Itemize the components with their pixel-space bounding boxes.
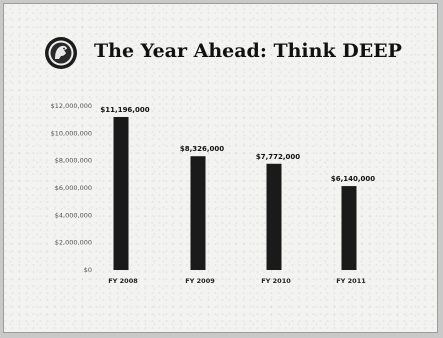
- data-label: $8,326,000: [180, 145, 224, 153]
- y-tick-label: $0: [84, 266, 92, 274]
- x-category-label: FY 2011: [336, 277, 366, 285]
- y-tick-label: $10,000,000: [51, 129, 92, 137]
- data-label: $11,196,000: [100, 106, 149, 114]
- y-tick-label: $2,000,000: [55, 239, 92, 247]
- y-tick-label: $6,000,000: [55, 184, 92, 192]
- bar-chart: $0 $2,000,000 $4,000,000 $6,000,000 $8,000,0…: [51, 102, 376, 285]
- y-tick-label: $12,000,000: [51, 102, 92, 110]
- bar: [190, 156, 206, 270]
- bar: [113, 116, 129, 270]
- slide: The Year Ahead: Think DEEP $0 $2,000,000 $…: [3, 3, 438, 333]
- bar: [341, 186, 357, 270]
- seal-logo-icon: [45, 37, 77, 69]
- data-label: $6,140,000: [331, 175, 375, 183]
- slide-title: The Year Ahead: Think DEEP: [94, 40, 402, 62]
- bar: [266, 163, 282, 270]
- x-category-label: FY 2009: [185, 277, 215, 285]
- x-category-label: FY 2010: [261, 277, 291, 285]
- x-category-label: FY 2008: [108, 277, 138, 285]
- y-tick-label: $8,000,000: [55, 157, 92, 165]
- y-tick-label: $4,000,000: [55, 211, 92, 219]
- data-label: $7,772,000: [256, 153, 300, 161]
